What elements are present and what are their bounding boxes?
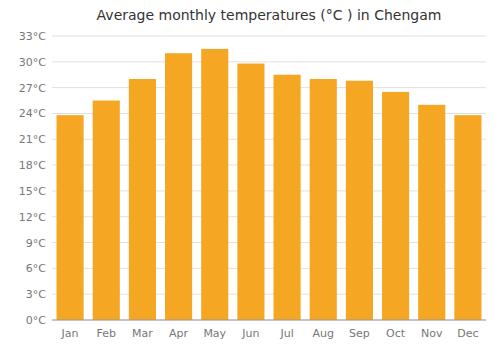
y-tick-label: 27°C	[19, 82, 46, 95]
y-tick-label: 24°C	[19, 107, 46, 120]
chart-title: Average monthly temperatures (°C ) in Ch…	[97, 7, 442, 23]
grid-line	[52, 36, 486, 37]
x-tick-label: Jan	[61, 327, 79, 340]
bar	[418, 105, 445, 320]
x-axis-line	[52, 320, 486, 321]
x-tick-label: Aug	[313, 327, 334, 340]
y-axis: 0°C 3°C 6°C 9°C 12°C 15°C 18°C 21°C 24°C 27°C 30°C…	[19, 30, 486, 327]
y-tick-label: 6°C	[26, 262, 46, 275]
x-tick-label: Feb	[97, 327, 116, 340]
chart-svg: Average monthly temperatures (°C ) in Ch…	[0, 0, 500, 350]
y-tick-label: 9°C	[26, 237, 46, 250]
grid-line	[52, 61, 486, 62]
bar	[93, 101, 120, 320]
x-axis: Jan Feb Mar Apr May Jun Jul Aug Sep Oct Nov Dec	[52, 320, 486, 340]
bar	[201, 49, 228, 320]
y-tick-label: 21°C	[19, 133, 46, 146]
bar	[237, 64, 264, 320]
bar	[454, 115, 481, 320]
bar	[274, 75, 301, 320]
grid-line	[52, 320, 486, 321]
bar	[310, 79, 337, 320]
bar	[382, 92, 409, 320]
x-tick-label: Dec	[457, 327, 478, 340]
x-tick-label: Apr	[169, 327, 189, 340]
x-tick-label: Sep	[349, 327, 370, 340]
y-tick-label: 0°C	[26, 314, 46, 327]
y-tick-label: 3°C	[26, 288, 46, 301]
bar	[129, 79, 156, 320]
x-tick-label: May	[203, 327, 226, 340]
y-tick-label: 18°C	[19, 159, 46, 172]
y-tick-label: 33°C	[19, 30, 46, 43]
x-tick-label: Jun	[241, 327, 259, 340]
bar	[346, 81, 373, 320]
chart-container: Average monthly temperatures (°C ) in Ch…	[0, 0, 500, 350]
x-tick-label: Oct	[386, 327, 406, 340]
x-tick-label: Mar	[132, 327, 153, 340]
x-tick-label: Nov	[421, 327, 443, 340]
bars	[57, 49, 482, 320]
bar	[165, 53, 192, 320]
bar	[57, 115, 84, 320]
y-tick-label: 12°C	[19, 211, 46, 224]
x-tick-label: Jul	[279, 327, 293, 340]
y-tick-label: 30°C	[19, 56, 46, 69]
y-tick-label: 15°C	[19, 185, 46, 198]
grid-line	[52, 87, 486, 88]
